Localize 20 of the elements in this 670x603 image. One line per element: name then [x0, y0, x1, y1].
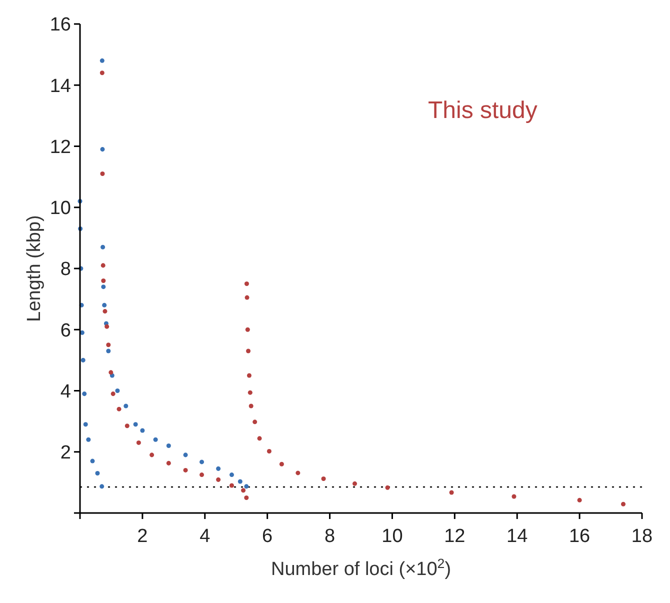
- x-tick-label: 4: [200, 526, 211, 547]
- x-tick-label: 10: [382, 526, 403, 547]
- y-tick-label: 10: [50, 198, 71, 220]
- y-tick-label: 14: [50, 76, 72, 97]
- x-tick-label: 18: [631, 526, 653, 547]
- x-tick-label: 2: [137, 526, 148, 547]
- x-tick-label: 16: [568, 526, 590, 547]
- x-tick-label: 14: [506, 526, 528, 547]
- x-tick-label: 12: [444, 526, 466, 547]
- y-tick-label: 12: [50, 136, 71, 158]
- y-tick-label: 6: [60, 320, 71, 342]
- x-axis-title: Number of loci (×10$^{2}$): [270, 556, 452, 580]
- y-tick-label: 2: [60, 442, 71, 464]
- y-axis-title: Length (kbp): [24, 215, 45, 322]
- text: This study: [428, 97, 538, 124]
- y-tick-label: 4: [60, 381, 72, 402]
- x-tick-label: 8: [324, 526, 336, 547]
- y-tick-label: 8: [60, 259, 71, 280]
- y-tick-label: 16: [50, 14, 71, 36]
- x-tick-label: 6: [262, 526, 273, 547]
